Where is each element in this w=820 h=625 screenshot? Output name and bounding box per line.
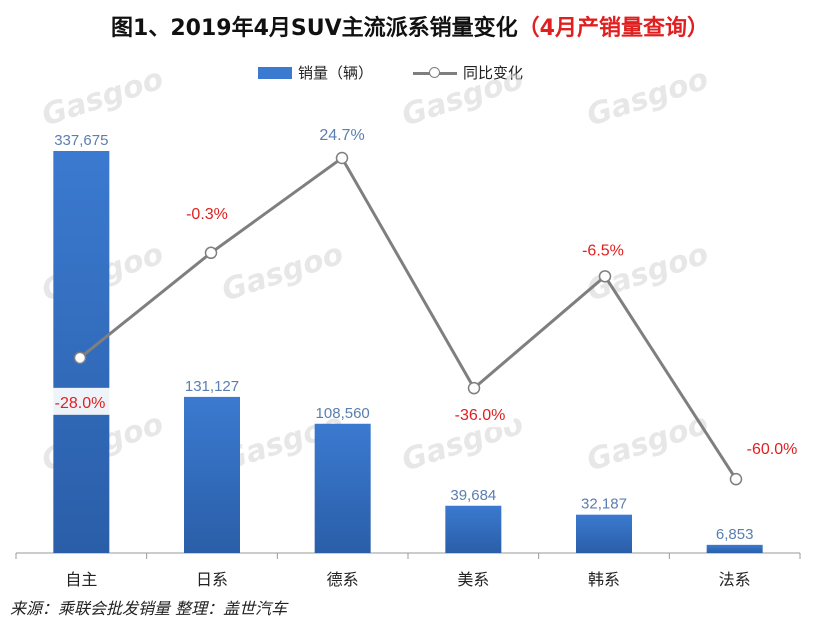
line-value-label: -36.0% xyxy=(455,407,506,424)
line-point xyxy=(729,472,743,486)
line-value-label: -6.5% xyxy=(582,242,624,259)
line-label-box xyxy=(738,434,806,462)
chart-title-main: 图1、2019年4月SUV主流派系销量变化 xyxy=(111,16,518,41)
line-value-label: 24.7% xyxy=(319,127,364,144)
chart-title-highlight: （4月产销量查询） xyxy=(517,16,709,41)
legend-bar-swatch xyxy=(258,66,292,79)
bar xyxy=(576,514,632,553)
line-value-label: -28.0% xyxy=(55,395,106,412)
category-tick-label: 美系 xyxy=(457,570,489,589)
bar-value-label: 6,853 xyxy=(716,526,754,543)
category-tick-label: 德系 xyxy=(327,570,359,589)
legend: 销量（辆） 同比变化 xyxy=(258,62,523,83)
bar xyxy=(184,396,240,553)
line-point xyxy=(335,151,349,165)
line-label-box xyxy=(574,235,632,263)
line-point xyxy=(467,381,481,395)
line-label-box xyxy=(446,400,514,428)
series-line xyxy=(79,155,738,480)
legend-bar-label: 销量（辆） xyxy=(298,64,374,82)
category-tick-label: 韩系 xyxy=(588,570,620,589)
bar-value-label: 108,560 xyxy=(316,405,370,422)
legend-line-swatch xyxy=(413,66,458,80)
line-value-label: -60.0% xyxy=(747,441,798,458)
line-label-box xyxy=(46,387,114,415)
legend-line-label: 同比变化 xyxy=(463,64,524,82)
line-value-label: -0.3% xyxy=(186,206,228,223)
source-note: 来源：乘联会批发销量 整理：盖世汽车 xyxy=(10,599,288,618)
bar-value-label: 39,684 xyxy=(450,487,496,504)
chart-title: 图1、2019年4月SUV主流派系销量变化（4月产销量查询） xyxy=(0,10,820,42)
line-point xyxy=(598,270,612,283)
bar xyxy=(445,505,502,553)
line-label-box xyxy=(313,120,371,148)
category-tick-label: 法系 xyxy=(719,570,751,589)
line-label-box xyxy=(178,198,236,226)
bar xyxy=(314,423,371,553)
category-tick-label: 自主 xyxy=(65,570,97,589)
line-point xyxy=(73,351,87,365)
bar-value-label: 337,675 xyxy=(54,132,108,149)
bar xyxy=(706,544,763,553)
bar-value-label: 32,187 xyxy=(581,496,627,513)
category-tick-label: 日系 xyxy=(196,570,228,589)
line-point xyxy=(204,246,218,260)
bar-value-label: 131,127 xyxy=(185,378,239,395)
